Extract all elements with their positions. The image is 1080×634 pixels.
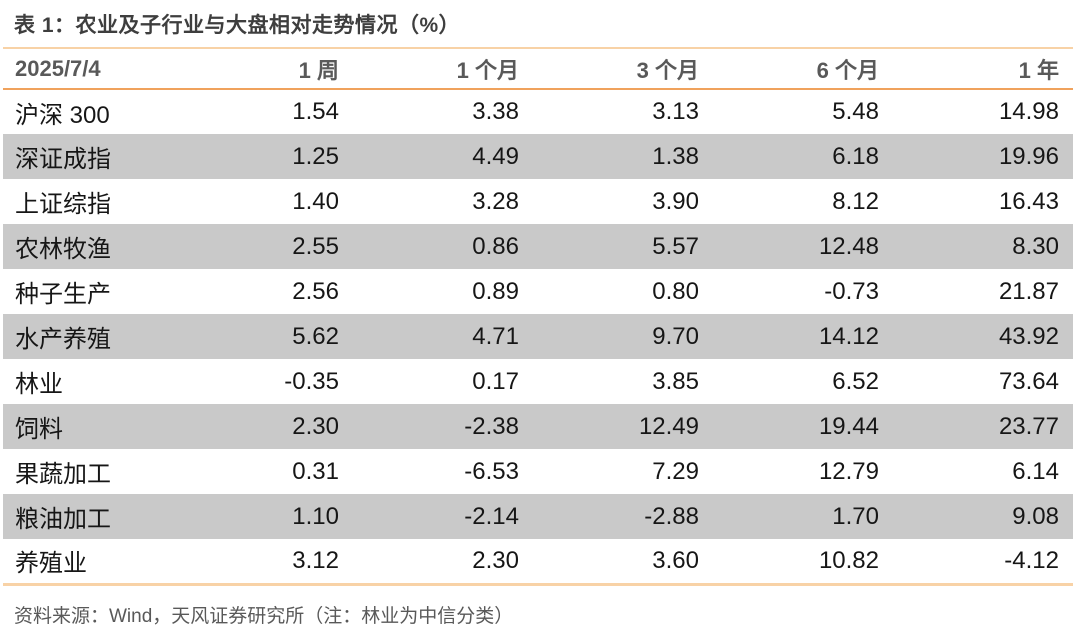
value-cell: 2.55 (292, 232, 339, 260)
value-cell: 1.40 (292, 187, 339, 215)
row-label-cell: 农林牧渔 (15, 236, 111, 263)
value-cell: 1.25 (292, 142, 339, 170)
value-cell: 0.89 (472, 277, 519, 305)
value-cell: -6.53 (464, 457, 519, 485)
value-cell: 9.08 (1012, 502, 1059, 530)
value-cell: 12.79 (818, 457, 879, 485)
value-cell: 5.57 (652, 232, 699, 260)
value-cell: 0.80 (652, 277, 699, 305)
value-cell: 5.62 (292, 322, 339, 350)
value-cell: -2.38 (464, 412, 519, 440)
value-cell: 5.48 (832, 98, 879, 125)
table-row: 养殖业 3.12 2.30 3.60 10.82 -4.12 (3, 539, 1073, 586)
value-cell: 0.86 (472, 232, 519, 260)
table-title: 表 1：农业及子行业与大盘相对走势情况（%） (14, 14, 461, 37)
value-cell: 19.96 (998, 142, 1059, 170)
period-header-cell: 1 个月 (353, 47, 533, 90)
value-cell: 2.56 (292, 277, 339, 305)
value-cell: 14.12 (818, 322, 879, 350)
value-cell: 1.38 (652, 142, 699, 170)
value-cell: 3.60 (533, 539, 713, 586)
value-cell: 1.10 (292, 502, 339, 530)
value-cell: 1.70 (832, 502, 879, 530)
value-cell: 73.64 (998, 367, 1059, 395)
table-row: 深证成指 1.25 4.49 1.38 6.18 19.96 (3, 134, 1073, 179)
value-cell: 8.30 (1012, 232, 1059, 260)
period-header-cell: 6 个月 (713, 47, 893, 90)
row-label-cell: 果蔬加工 (15, 461, 111, 488)
row-label-cell: 养殖业 (3, 539, 173, 586)
value-cell: 3.28 (472, 187, 519, 215)
value-cell: 0.31 (292, 457, 339, 485)
value-cell: 6.18 (832, 142, 879, 170)
source-note: 资料来源：Wind，天风证券研究所（注：林业为中信分类） (14, 606, 514, 627)
value-cell: 43.92 (998, 322, 1059, 350)
table-row: 上证综指 1.40 3.28 3.90 8.12 16.43 (3, 179, 1073, 224)
table-row: 农林牧渔 2.55 0.86 5.57 12.48 8.30 (3, 224, 1073, 269)
value-cell: 3.13 (652, 98, 699, 125)
value-cell: 1.54 (292, 98, 339, 125)
row-label-cell: 上证综指 (15, 191, 111, 218)
period-header-cell: 3 个月 (533, 47, 713, 90)
value-cell: 19.44 (818, 412, 879, 440)
value-cell: 21.87 (998, 277, 1059, 305)
table-row: 果蔬加工 0.31 -6.53 7.29 12.79 6.14 (3, 449, 1073, 494)
table-row: 林业 -0.35 0.17 3.85 6.52 73.64 (3, 359, 1073, 404)
date-header-cell: 2025/7/4 (3, 47, 173, 90)
row-label-cell: 饲料 (15, 416, 63, 443)
table-row: 种子生产 2.56 0.89 0.80 -0.73 21.87 (3, 269, 1073, 314)
value-cell: 12.49 (638, 412, 699, 440)
value-cell: 6.14 (1012, 457, 1059, 485)
value-cell: 7.29 (652, 457, 699, 485)
value-cell: 6.52 (832, 367, 879, 395)
table-body: 沪深 300 1.54 3.38 3.13 5.48 14.98 深证成指 1.25 4.49 1… (3, 89, 1073, 586)
row-label-cell: 粮油加工 (15, 506, 111, 533)
value-cell: 3.38 (472, 98, 519, 125)
row-label-cell: 深证成指 (15, 146, 111, 173)
row-label-cell: 水产养殖 (15, 326, 111, 353)
value-cell: 3.90 (652, 187, 699, 215)
row-label-cell: 林业 (15, 371, 63, 398)
value-cell: 8.12 (832, 187, 879, 215)
table-row: 粮油加工 1.10 -2.14 -2.88 1.70 9.08 (3, 494, 1073, 539)
table-row: 饲料 2.30 -2.38 12.49 19.44 23.77 (3, 404, 1073, 449)
value-cell: 0.17 (472, 367, 519, 395)
value-cell: 16.43 (998, 187, 1059, 215)
value-cell: 2.30 (353, 539, 533, 586)
row-label-cell: 种子生产 (15, 281, 111, 308)
value-cell: 9.70 (652, 322, 699, 350)
value-cell: -0.35 (284, 367, 339, 395)
value-cell: 2.30 (292, 412, 339, 440)
value-cell: 12.48 (818, 232, 879, 260)
value-cell: 3.85 (652, 367, 699, 395)
value-cell: 4.49 (472, 142, 519, 170)
table-row: 沪深 300 1.54 3.38 3.13 5.48 14.98 (3, 89, 1073, 134)
value-cell: -2.14 (464, 502, 519, 530)
period-header-cell: 1 周 (173, 47, 353, 90)
period-header-cell: 1 年 (893, 47, 1073, 90)
table-row: 水产养殖 5.62 4.71 9.70 14.12 43.92 (3, 314, 1073, 359)
value-cell: -4.12 (893, 539, 1073, 586)
value-cell: 23.77 (998, 412, 1059, 440)
value-cell: 14.98 (998, 98, 1059, 125)
value-cell: 10.82 (713, 539, 893, 586)
value-cell: 3.12 (173, 539, 353, 586)
value-cell: -0.73 (824, 277, 879, 305)
row-label-cell: 沪深 300 (15, 101, 110, 129)
value-cell: 4.71 (472, 322, 519, 350)
value-cell: -2.88 (644, 502, 699, 530)
